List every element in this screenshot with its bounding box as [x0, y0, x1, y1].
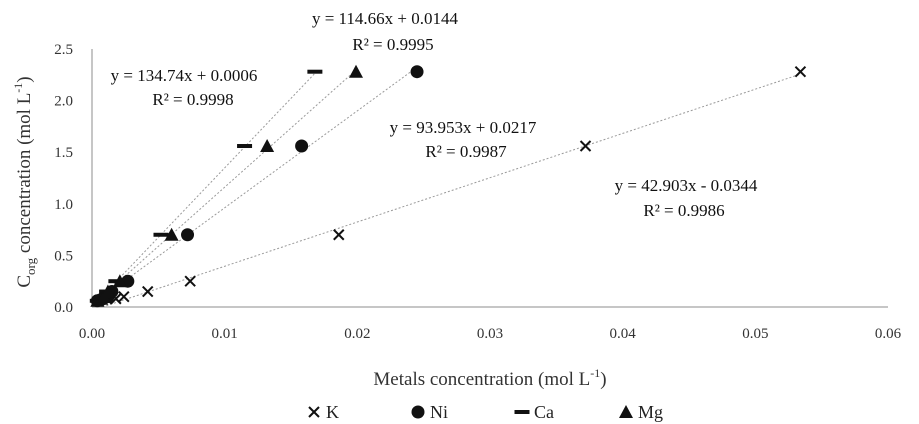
ni-trendline [91, 66, 418, 306]
x-axis-title-main: Metals concentration (mol L [373, 369, 590, 390]
y-tick-label: 2.5 [54, 42, 73, 58]
ni-point [410, 65, 424, 79]
data-points [89, 64, 807, 308]
k-r2-label: R² = 0.9986 [643, 201, 724, 220]
ca-point [307, 69, 323, 74]
k-trendline [102, 73, 801, 308]
y-axis-title: Corg concentration (mol L-1) [11, 76, 38, 287]
k-point [333, 229, 345, 241]
mg-point [349, 64, 364, 78]
legend-item-mg: Mg [619, 402, 663, 422]
mg-point [164, 227, 179, 241]
legend-item-ca: Ca [514, 402, 554, 422]
y-axis-title-exponent: -1 [11, 83, 25, 93]
x-axis-title: Metals concentration (mol L-1) [373, 366, 606, 390]
legend: K Ni Ca Mg [308, 402, 663, 422]
legend-marker-ni [411, 405, 425, 419]
y-axis-title-c: C [14, 275, 35, 288]
y-tick-label: 2.0 [54, 94, 73, 110]
k-point [184, 275, 196, 287]
k-equation-label: y = 42.903x - 0.0344 [615, 176, 758, 195]
mg-trendline [91, 69, 357, 306]
legend-marker-ca [514, 410, 530, 414]
legend-marker-k [308, 406, 320, 418]
k-point [794, 65, 807, 78]
legend-label-ni: Ni [430, 402, 448, 422]
ni-equation-label: y = 93.953x + 0.0217 [390, 118, 537, 137]
x-tick-label: 0.00 [79, 326, 105, 342]
legend-label-k: K [326, 402, 339, 422]
mg-point [100, 284, 115, 298]
ca-point [108, 279, 124, 284]
x-axis-title-exponent: -1 [590, 366, 600, 380]
x-axis-title-close: ) [600, 369, 606, 390]
x-tick-label: 0.04 [610, 326, 637, 342]
y-tick-label: 0.0 [54, 300, 73, 316]
y-tick-label: 0.5 [54, 248, 73, 264]
k-point [579, 140, 592, 152]
ca-point [153, 232, 169, 237]
x-tick-label: 0.02 [344, 326, 370, 342]
ni-point [295, 139, 309, 153]
mg-r2-label: R² = 0.9995 [352, 35, 433, 54]
legend-item-ni: Ni [411, 402, 448, 422]
k-point [142, 285, 154, 298]
x-tick-label: 0.01 [212, 326, 238, 342]
y-axis-title-close: ) [14, 76, 35, 82]
x-tick-label: 0.05 [742, 326, 768, 342]
axes [91, 49, 888, 308]
x-tick-label: 0.06 [875, 326, 902, 342]
ni-point [181, 228, 195, 242]
legend-item-k: K [308, 402, 339, 422]
x-tick-labels: 0.00 0.01 0.02 0.03 0.04 0.05 0.06 [79, 326, 902, 342]
x-tick-label: 0.03 [477, 326, 503, 342]
legend-label-ca: Ca [534, 402, 554, 422]
equation-labels: y = 114.66x + 0.0144 R² = 0.9995 y = 134… [111, 9, 758, 220]
mg-point [112, 274, 127, 288]
mg-equation-label: y = 114.66x + 0.0144 [312, 9, 459, 28]
y-axis-title-subscript: org [23, 257, 38, 275]
ca-equation-label: y = 134.74x + 0.0006 [111, 66, 258, 85]
y-axis-title-main: concentration (mol L [14, 93, 35, 258]
y-tick-labels: 0.0 0.5 1.0 1.5 2.0 2.5 [54, 42, 73, 316]
y-tick-label: 1.5 [54, 145, 73, 161]
mg-point [260, 139, 275, 153]
ca-trendline [91, 72, 316, 308]
legend-marker-mg [619, 405, 633, 418]
y-tick-label: 1.0 [54, 197, 73, 213]
trendlines [91, 66, 801, 308]
ca-r2-label: R² = 0.9998 [152, 90, 233, 109]
legend-label-mg: Mg [638, 402, 663, 422]
ca-point [237, 144, 253, 149]
ni-r2-label: R² = 0.9987 [425, 142, 507, 161]
k-point [118, 290, 130, 303]
